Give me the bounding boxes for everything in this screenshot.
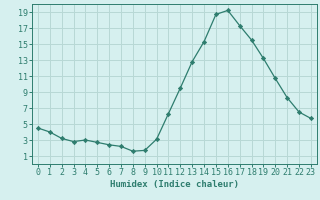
X-axis label: Humidex (Indice chaleur): Humidex (Indice chaleur) [110, 180, 239, 189]
